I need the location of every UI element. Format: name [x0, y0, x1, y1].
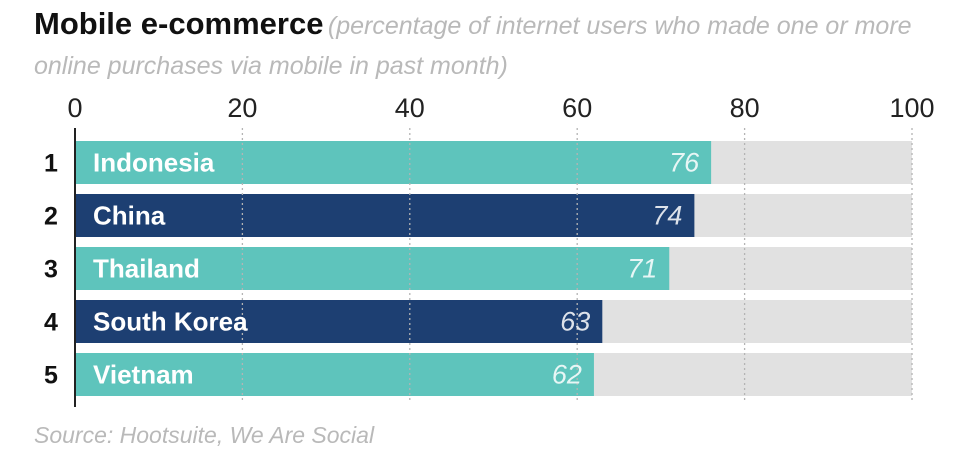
value-label: 76: [669, 148, 700, 178]
value-label: 71: [627, 254, 657, 284]
category-label: Vietnam: [93, 360, 194, 390]
bar-thailand: [75, 247, 670, 290]
x-tick-label: 80: [730, 93, 760, 123]
chart-subtitle: (percentage of internet users who made o…: [34, 12, 912, 80]
category-label: Thailand: [93, 254, 200, 284]
category-label: South Korea: [93, 307, 248, 337]
category-label: China: [93, 201, 166, 231]
category-label: Indonesia: [93, 148, 215, 178]
x-tick-label: 40: [395, 93, 425, 123]
x-tick-label: 60: [562, 93, 592, 123]
x-tick-label: 0: [67, 93, 82, 123]
x-tick-label: 100: [889, 93, 934, 123]
bar-indonesia: [75, 141, 712, 184]
bar-south-korea: [75, 300, 603, 343]
source-note: Source: Hootsuite, We Are Social: [34, 422, 375, 448]
rank-label: 3: [44, 256, 58, 284]
value-label: 74: [652, 201, 682, 231]
rank-label: 1: [44, 150, 58, 178]
rank-label: 4: [44, 309, 58, 337]
x-tick-label: 20: [227, 93, 257, 123]
value-label: 63: [560, 307, 590, 337]
rank-label: 2: [44, 203, 58, 231]
chart-title-block: Mobile e-commerce (percentage of interne…: [34, 6, 934, 88]
bar-vietnam: [75, 353, 594, 396]
value-label: 62: [552, 360, 582, 390]
bar-china: [75, 194, 695, 237]
chart-title: Mobile e-commerce: [34, 6, 324, 41]
rank-label: 5: [44, 362, 58, 390]
